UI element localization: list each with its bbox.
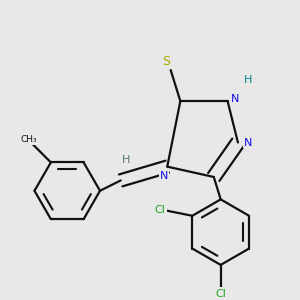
Text: N: N <box>231 94 239 104</box>
Text: N: N <box>160 171 168 181</box>
Text: N: N <box>243 137 252 148</box>
Text: H: H <box>244 75 253 85</box>
Text: Cl: Cl <box>155 205 166 214</box>
Text: H: H <box>122 155 130 165</box>
Text: CH₃: CH₃ <box>20 136 37 145</box>
Text: S: S <box>163 55 171 68</box>
Text: Cl: Cl <box>215 289 226 298</box>
